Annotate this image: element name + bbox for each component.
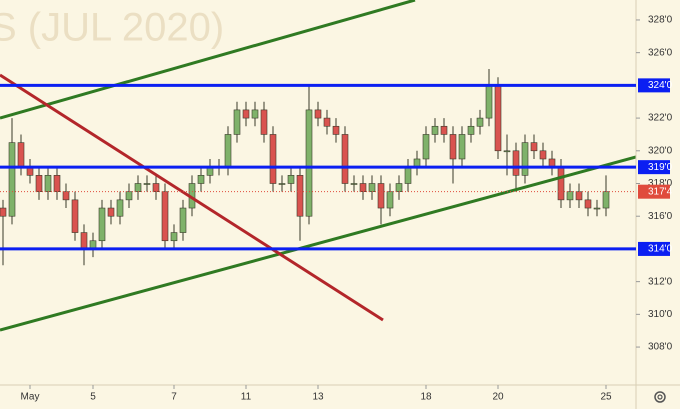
candle-body — [476, 117, 484, 127]
x-tick-label: 5 — [90, 392, 96, 403]
y-tick-label: 310'0 — [648, 309, 673, 320]
candle-body — [539, 150, 547, 160]
settings-icon[interactable] — [654, 391, 666, 403]
candle-body — [179, 207, 187, 233]
y-tick-label: 326'0 — [648, 47, 673, 58]
y-tick-label: 320'0 — [648, 145, 673, 156]
candle-body — [305, 109, 313, 217]
candle-body — [485, 85, 493, 119]
trend-line — [0, 155, 637, 332]
candle-body — [575, 191, 583, 201]
x-tick-label: 25 — [600, 392, 612, 403]
trend-line — [0, 73, 384, 322]
candle-body — [458, 134, 466, 160]
candle-body — [260, 109, 268, 135]
y-tick-label: 322'0 — [648, 113, 673, 124]
candle-body — [134, 183, 142, 192]
candle-body — [593, 207, 601, 210]
candle-body — [71, 199, 79, 233]
x-tick-label: May — [21, 392, 40, 403]
candle-body — [341, 134, 349, 184]
candle-body — [386, 191, 394, 209]
candle-body — [449, 134, 457, 160]
chart-title: S (JUL 2020) — [0, 6, 224, 50]
candle-body — [422, 134, 430, 160]
last-price-label: 317'4 — [648, 186, 673, 197]
candle-body — [251, 109, 259, 119]
y-tick-label: 312'0 — [648, 276, 673, 287]
candle-body — [467, 125, 475, 135]
candle-body — [242, 109, 250, 119]
candle-body — [530, 142, 538, 152]
level-label-box — [638, 241, 670, 256]
candle-body — [494, 85, 502, 152]
candle-body — [224, 134, 232, 168]
gear-center[interactable] — [657, 394, 663, 400]
x-tick-label: 13 — [312, 392, 324, 403]
y-tick-label: 318'0 — [648, 178, 673, 189]
candle-body — [332, 125, 340, 135]
last-price-box — [638, 184, 670, 199]
level-label-box — [638, 160, 670, 175]
candle-body — [314, 109, 322, 119]
candle-body — [233, 109, 241, 135]
plot — [0, 69, 610, 266]
x-tick-label: 20 — [492, 392, 504, 403]
candle-body — [44, 175, 52, 192]
y-tick-label: 308'0 — [648, 342, 673, 353]
candle-body — [584, 199, 592, 209]
candle-body — [278, 183, 286, 185]
x-tick-label: 18 — [420, 392, 432, 403]
trend-line — [0, 0, 416, 120]
candle-body — [440, 125, 448, 135]
candle-body — [377, 183, 385, 209]
candle-body — [35, 175, 43, 192]
candle-body — [521, 142, 529, 176]
candle-body — [602, 191, 610, 209]
candle-body — [8, 142, 16, 217]
overlay: 328'0 326'0 322'0 320'0 318'0 316'0 312'0 310'0… — [0, 15, 673, 403]
gear[interactable] — [654, 391, 666, 403]
candle-body — [287, 175, 295, 184]
candle-body — [161, 191, 169, 242]
candle-body — [80, 232, 88, 250]
candle-body — [98, 207, 106, 242]
candle-body — [125, 191, 133, 201]
candle-body — [557, 166, 565, 201]
candle-body — [350, 183, 358, 185]
candle-body — [170, 232, 178, 242]
y-tick-label: 328'0 — [648, 15, 673, 26]
candle-body — [566, 191, 574, 201]
candle-body — [395, 183, 403, 192]
candle-body — [359, 183, 367, 192]
candle-body — [107, 207, 115, 217]
candle-body — [62, 191, 70, 201]
candle-body — [0, 207, 7, 217]
candle-body — [404, 166, 412, 184]
candle-body — [53, 175, 61, 192]
candle-body — [296, 175, 304, 217]
level-label: 324'0 — [648, 80, 673, 91]
candle-body — [197, 175, 205, 184]
level-label-box — [638, 78, 670, 93]
candle-body — [512, 150, 520, 176]
candle-body — [116, 199, 124, 217]
level-label: 319'0 — [648, 162, 673, 173]
y-tick-label: 316'0 — [648, 211, 673, 222]
x-tick-label: 7 — [171, 392, 177, 403]
candle-body — [143, 183, 151, 185]
candle-body — [368, 183, 376, 192]
x-tick-label: 11 — [241, 392, 252, 403]
candle-body — [152, 183, 160, 192]
candle-body — [503, 150, 511, 153]
level-label: 314'0 — [648, 244, 673, 255]
candle-body — [323, 117, 331, 127]
candle-body — [17, 142, 25, 168]
candle-body — [431, 125, 439, 135]
candle-body — [269, 134, 277, 184]
